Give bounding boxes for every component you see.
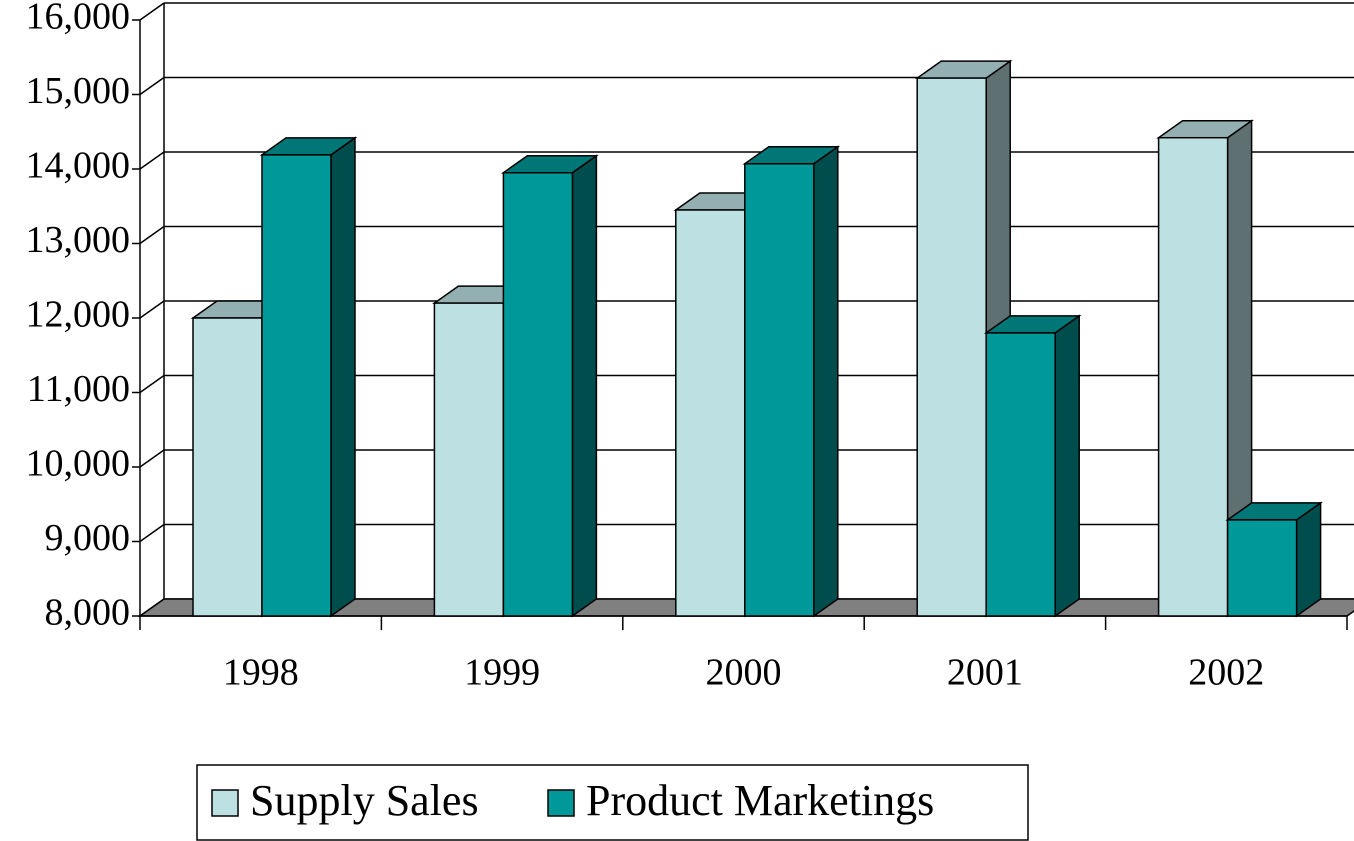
x-tick-label: 2000	[706, 652, 782, 694]
bar	[1225, 501, 1323, 618]
grid-diagonal	[139, 2, 165, 21]
x-tick-label: 2001	[947, 652, 1023, 694]
y-tick-label: 16,000	[26, 0, 131, 38]
x-tick-label: 1999	[464, 652, 540, 694]
legend-box	[196, 764, 1029, 841]
legend-label: Product Marketings	[586, 776, 934, 825]
y-tick-label: 8,000	[45, 592, 131, 634]
bar-front	[261, 154, 332, 617]
grid-diagonal	[139, 300, 165, 319]
bar	[501, 154, 599, 618]
grid-diagonal	[139, 151, 165, 170]
y-tick-label: 14,000	[26, 145, 131, 187]
bar-front	[916, 77, 987, 617]
grid-diagonal	[139, 76, 165, 96]
grid-diagonal	[139, 449, 165, 468]
legend: Supply Sales Product Marketings	[196, 764, 1029, 841]
legend-swatch	[547, 789, 575, 817]
y-tick-label: 9,000	[45, 517, 131, 559]
bar-front	[192, 317, 263, 617]
bar-front	[1226, 519, 1298, 617]
bar	[742, 145, 841, 618]
bar-side	[1054, 314, 1080, 618]
bar	[983, 314, 1082, 618]
bar-front	[744, 163, 815, 617]
bar-front	[675, 209, 746, 617]
y-tick-label: 10,000	[26, 443, 131, 485]
bars	[190, 59, 1323, 618]
bar-front	[433, 302, 505, 617]
bar-side	[571, 154, 598, 618]
bar-side	[330, 136, 356, 618]
x-tick-label: 2002	[1188, 652, 1264, 694]
y-tick-label: 12,000	[26, 294, 131, 336]
bar-front	[502, 171, 574, 617]
bar-side	[1295, 501, 1322, 618]
bar-front	[985, 332, 1056, 617]
bar	[259, 136, 358, 618]
grid-diagonal	[139, 225, 165, 245]
y-tick-label: 13,000	[26, 219, 131, 261]
legend-swatch	[211, 789, 239, 817]
x-tick-label: 1998	[223, 652, 299, 694]
y-tick-label: 11,000	[27, 368, 130, 410]
bar-side	[813, 145, 839, 618]
bar-front	[1157, 136, 1229, 617]
legend-label: Supply Sales	[250, 776, 479, 825]
grid-diagonal	[139, 523, 165, 543]
grid-diagonal	[139, 374, 165, 394]
y-tick-label: 15,000	[26, 70, 131, 112]
